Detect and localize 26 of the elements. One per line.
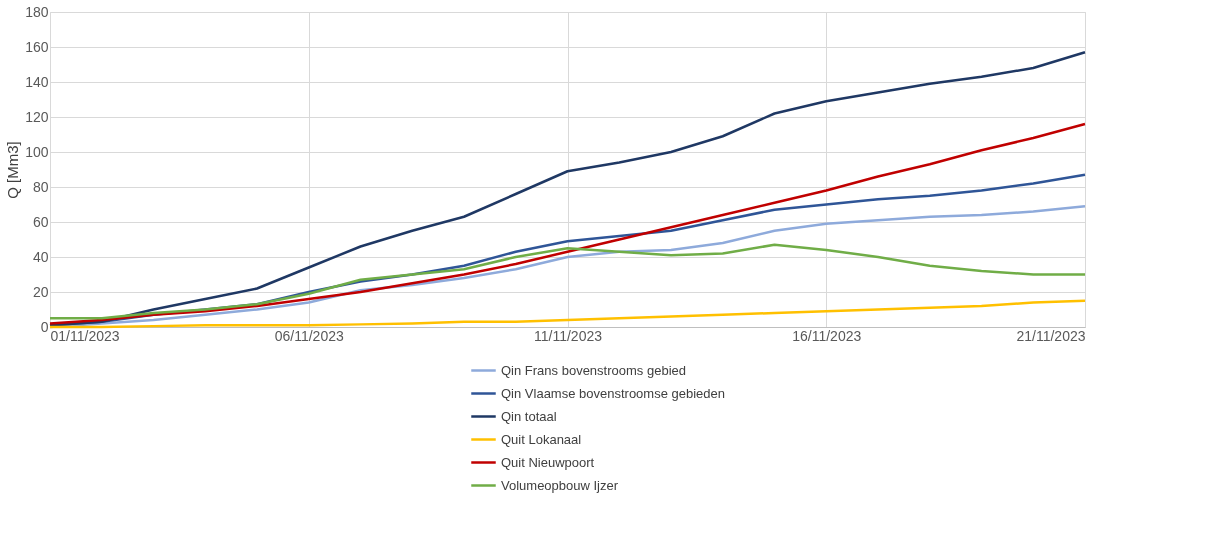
legend-label: Volumeopbouw Ijzer xyxy=(501,477,619,493)
y-tick-label: 20 xyxy=(32,283,49,300)
line-series xyxy=(48,51,1087,327)
x-tick-label: 01/11/2023 xyxy=(50,327,120,344)
line-series xyxy=(48,122,1087,325)
y-tick-label: 120 xyxy=(25,108,49,125)
x-tick-label: 11/11/2023 xyxy=(534,327,603,344)
y-tick-label: 60 xyxy=(32,213,49,230)
line-series xyxy=(48,243,1087,320)
x-tick-label: 21/11/2023 xyxy=(1016,327,1086,344)
legend-label: Qin Vlaamse bovenstroomse gebieden xyxy=(501,385,726,401)
x-tick-label: 06/11/2023 xyxy=(274,327,344,344)
legend-label: Quit Lokanaal xyxy=(501,431,582,447)
y-tick-label: 140 xyxy=(25,73,49,90)
y-axis-title: Q [Mm3] xyxy=(4,141,22,199)
y-tick-label: 100 xyxy=(25,143,49,160)
y-tick-label: 40 xyxy=(32,248,49,265)
legend-label: Quit Nieuwpoort xyxy=(501,454,595,470)
legend-label: Qin Frans bovenstrooms gebied xyxy=(501,362,686,378)
y-tick-label: 80 xyxy=(32,178,49,195)
line-series xyxy=(48,299,1087,329)
y-tick-label: 180 xyxy=(25,3,49,20)
y-tick-label: 160 xyxy=(25,38,49,55)
legend-label: Qin totaal xyxy=(501,408,557,424)
x-tick-label: 16/11/2023 xyxy=(792,327,862,344)
y-tick-label: 0 xyxy=(40,318,49,335)
